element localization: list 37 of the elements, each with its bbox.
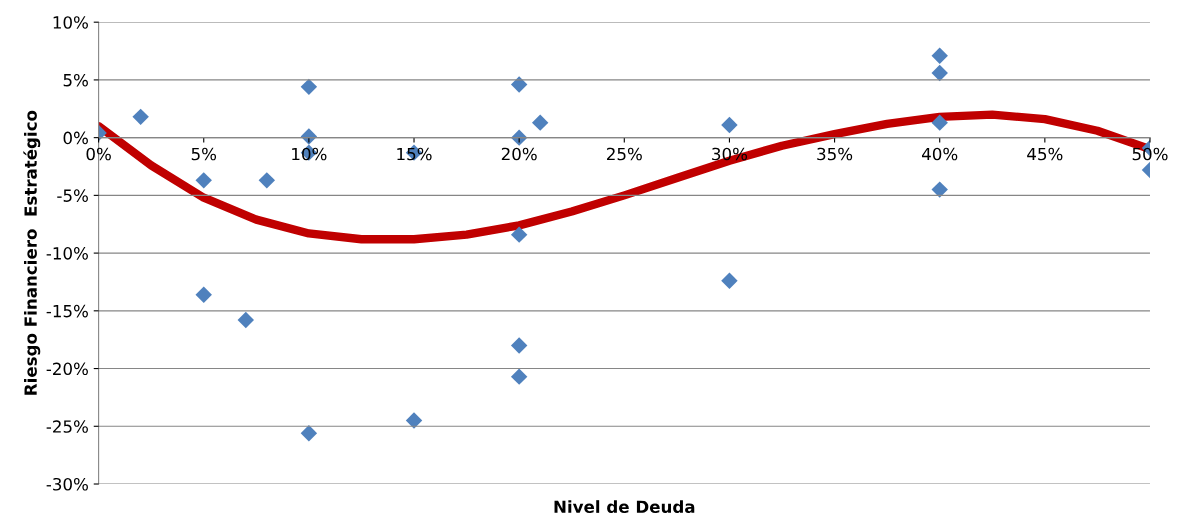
y-tick-label: 10% <box>53 16 88 29</box>
point <box>721 116 738 134</box>
point <box>237 311 255 329</box>
y-tick-label: -20% <box>46 362 88 376</box>
x-axis-title: Nivel de Deuda <box>554 500 695 514</box>
y-tick-label: -25% <box>46 420 88 433</box>
x-tick-label: 50% <box>1132 147 1168 161</box>
point <box>258 172 276 189</box>
point <box>510 368 528 385</box>
point <box>531 114 549 131</box>
x-tick-label: 5% <box>191 147 217 161</box>
y-tick-label: 5% <box>63 73 88 87</box>
y-tick-label: -10% <box>46 247 88 260</box>
point <box>931 64 948 82</box>
point <box>195 286 212 303</box>
x-tick-label: 35% <box>817 147 853 161</box>
y-tick-label: -5% <box>57 189 88 202</box>
point <box>721 272 738 290</box>
y-axis-title: Riesgo Financiero Estratégico <box>23 110 41 395</box>
point <box>300 424 318 442</box>
point <box>195 172 212 189</box>
x-tick-label: 45% <box>1027 147 1063 161</box>
y-tick-label: -30% <box>46 477 88 491</box>
x-tick-label: 40% <box>922 147 958 161</box>
point <box>405 412 423 429</box>
point <box>300 78 318 96</box>
point <box>931 47 948 64</box>
x-tick-label: 20% <box>501 147 537 161</box>
y-tick-label: 0% <box>63 131 88 145</box>
x-tick-label: 0% <box>86 147 111 161</box>
point <box>510 226 528 243</box>
point <box>132 108 149 126</box>
point <box>510 337 528 354</box>
point <box>931 181 948 198</box>
point <box>931 114 948 131</box>
y-tick-label: -15% <box>46 304 88 318</box>
x-tick-label: 25% <box>606 147 642 161</box>
